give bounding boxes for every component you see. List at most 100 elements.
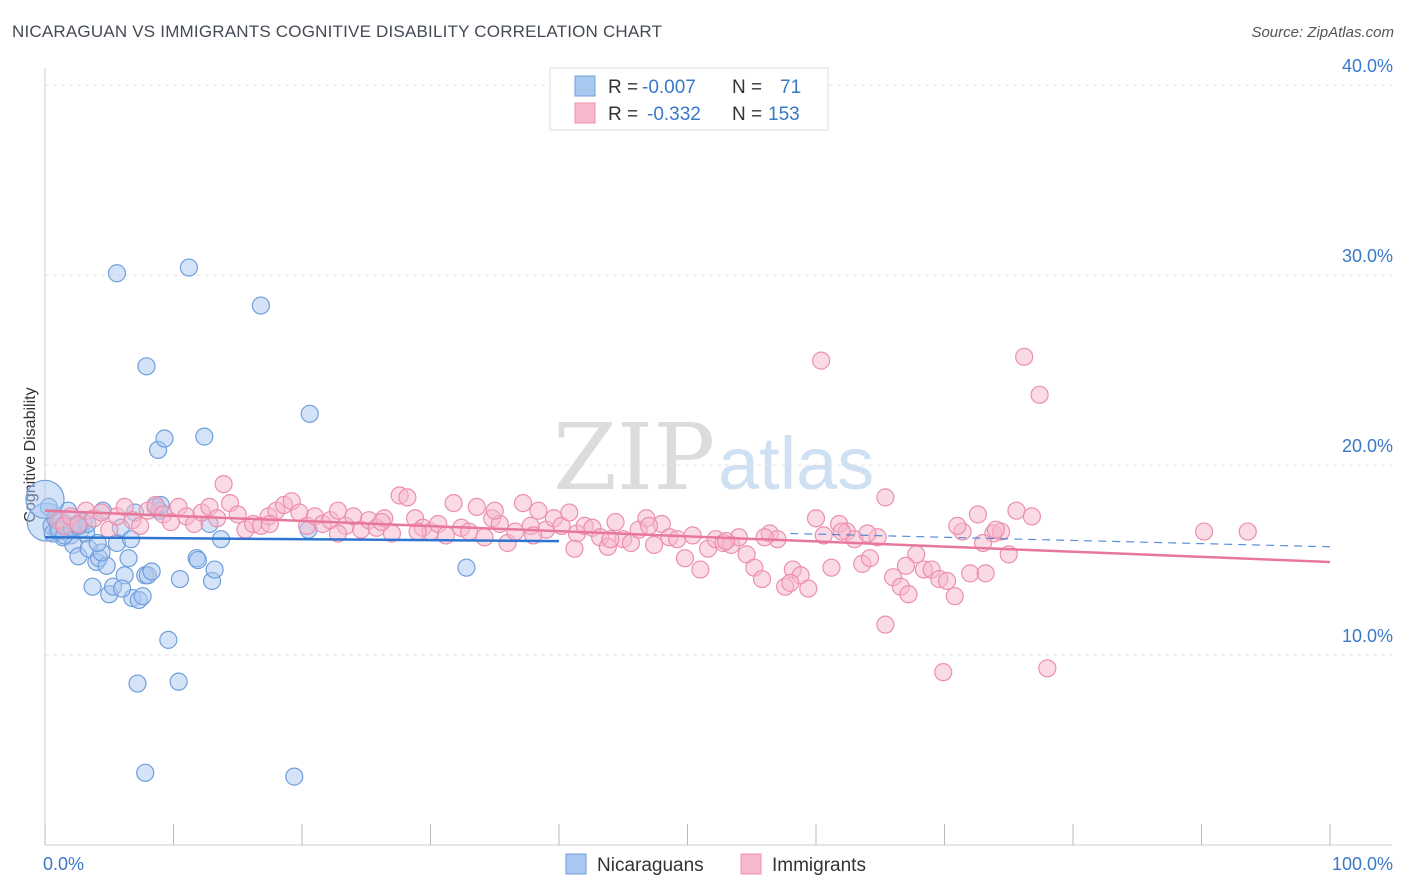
nicaraguan-point-49 xyxy=(205,560,224,579)
immigrant-point-140 xyxy=(485,501,504,520)
immigrant-point-126 xyxy=(1007,501,1026,520)
immigrant-point-122 xyxy=(976,564,995,583)
legend-r-label-1: R = xyxy=(608,77,638,98)
nicaraguan-point-58 xyxy=(285,767,304,786)
immigrant-point-57 xyxy=(475,528,494,547)
source-label: Source: ZipAtlas.com xyxy=(1251,24,1394,41)
immigrant-point-131 xyxy=(812,351,831,370)
nicaraguan-point-18 xyxy=(83,577,102,596)
nicaraguan-point-43 xyxy=(170,569,190,589)
y-tick-label-4: 40.0% xyxy=(1342,56,1393,76)
immigrant-point-130 xyxy=(1038,659,1057,678)
trend-line-dashed xyxy=(790,532,1331,548)
y-tick-label-1: 10.0% xyxy=(1342,626,1393,646)
immigrant-point-128 xyxy=(1022,507,1041,526)
immigrant-point-56 xyxy=(467,497,486,516)
immigrant-point-62 xyxy=(513,493,533,513)
immigrant-point-109 xyxy=(876,615,895,634)
legend-n-label-2: N = xyxy=(732,104,762,125)
legend-swatch-pink xyxy=(574,102,596,124)
immigrant-point-85 xyxy=(691,560,710,579)
immigrant-point-47 xyxy=(398,488,417,507)
nicaraguan-point-35 xyxy=(142,562,161,581)
nicaraguan-point-42 xyxy=(159,630,178,649)
immigrant-point-133 xyxy=(934,663,953,682)
chart-title: NICARAGUAN VS IMMIGRANTS COGNITIVE DISAB… xyxy=(12,22,663,41)
legend-n-label-1: N = xyxy=(732,77,762,98)
legend-n-value-2: 153 xyxy=(768,104,800,125)
nicaraguan-point-52 xyxy=(300,404,319,423)
immigrant-point-153 xyxy=(986,520,1006,539)
immigrant-point-117 xyxy=(937,571,957,591)
immigrant-point-138 xyxy=(372,512,391,532)
grid-lines xyxy=(45,84,1392,656)
immigrant-point-135 xyxy=(1238,522,1257,541)
immigrant-point-146 xyxy=(755,528,774,547)
y-tick-labels: 10.0% 20.0% 30.0% 40.0% xyxy=(1342,56,1393,646)
immigrant-point-134 xyxy=(1194,522,1214,541)
immigrant-point-143 xyxy=(601,530,620,549)
immigrant-point-74 xyxy=(606,512,625,532)
immigrant-point-137 xyxy=(328,524,348,543)
nicaraguan-point-28 xyxy=(119,549,138,568)
bottom-legend-swatch-nicaraguans xyxy=(565,853,587,875)
nicaraguan-point-39 xyxy=(137,357,156,376)
immigrant-point-145 xyxy=(716,531,736,551)
legend-r-value-2: -0.332 xyxy=(647,104,701,125)
nicaraguan-point-55 xyxy=(128,674,147,693)
x-tick-label-max: 100.0% xyxy=(1332,854,1393,874)
bottom-legend-swatch-immigrants xyxy=(740,853,762,875)
immigrant-point-150 xyxy=(896,556,916,575)
nicaraguan-point-32 xyxy=(133,587,152,606)
immigrant-point-99 xyxy=(799,579,818,598)
immigrant-point-151 xyxy=(948,516,967,535)
nicaraguan-point-38 xyxy=(107,264,127,283)
legend-n-value-1: 71 xyxy=(780,77,801,98)
immigrant-point-142 xyxy=(565,539,584,558)
legend-box: R = -0.007 N = 71 R = -0.332 N = 153 xyxy=(549,67,829,131)
bottom-legend-nicaraguans: Nicaraguans xyxy=(597,855,704,876)
bottom-legend-immigrants: Immigrants xyxy=(772,855,866,876)
immigrant-point-148 xyxy=(832,522,851,541)
immigrant-point-118 xyxy=(945,587,964,606)
legend-swatch-blue xyxy=(574,75,596,97)
immigrant-point-79 xyxy=(644,535,664,554)
watermark-atlas: atlas xyxy=(718,422,874,505)
y-tick-label-3: 30.0% xyxy=(1342,246,1393,266)
nicaraguan-point-51 xyxy=(251,296,270,315)
watermark: ZIP atlas xyxy=(553,404,874,511)
immigrant-point-25 xyxy=(228,505,247,524)
immigrant-point-127 xyxy=(1015,347,1034,366)
nicaraguan-point-57 xyxy=(136,763,155,782)
immigrant-point-100 xyxy=(806,509,826,528)
immigrant-point-136 xyxy=(260,514,279,534)
immigrant-point-93 xyxy=(752,569,772,589)
immigrant-point-101 xyxy=(814,526,833,545)
immigrant-point-64 xyxy=(529,501,548,520)
immigrant-point-147 xyxy=(781,573,800,592)
bottom-legend: Nicaraguans Immigrants xyxy=(565,853,866,876)
axes xyxy=(44,68,1392,846)
x-tick-labels: 0.0% 100.0% xyxy=(43,854,1393,874)
immigrant-point-82 xyxy=(668,530,687,549)
nicaraguan-point-46 xyxy=(195,427,214,446)
immigrant-point-23 xyxy=(214,474,233,494)
immigrant-point-102 xyxy=(822,558,841,577)
immigrant-point-61 xyxy=(506,522,525,541)
immigrant-point-38 xyxy=(328,501,348,520)
immigrant-point-121 xyxy=(968,505,988,524)
immigrant-point-149 xyxy=(858,524,877,543)
legend-r-label-2: R = xyxy=(608,104,638,125)
watermark-zip: ZIP xyxy=(553,404,715,511)
immigrant-point-144 xyxy=(639,516,659,535)
nicaraguan-point-44 xyxy=(179,258,199,277)
immigrant-point-55 xyxy=(459,522,479,541)
immigrant-point-120 xyxy=(961,564,980,583)
immigrant-point-12 xyxy=(130,516,150,535)
immigrant-point-83 xyxy=(675,549,695,568)
nicaraguan-point-56 xyxy=(169,672,188,691)
immigrant-point-53 xyxy=(444,493,463,513)
legend-frame xyxy=(549,67,829,131)
trend-lines xyxy=(44,509,1331,564)
